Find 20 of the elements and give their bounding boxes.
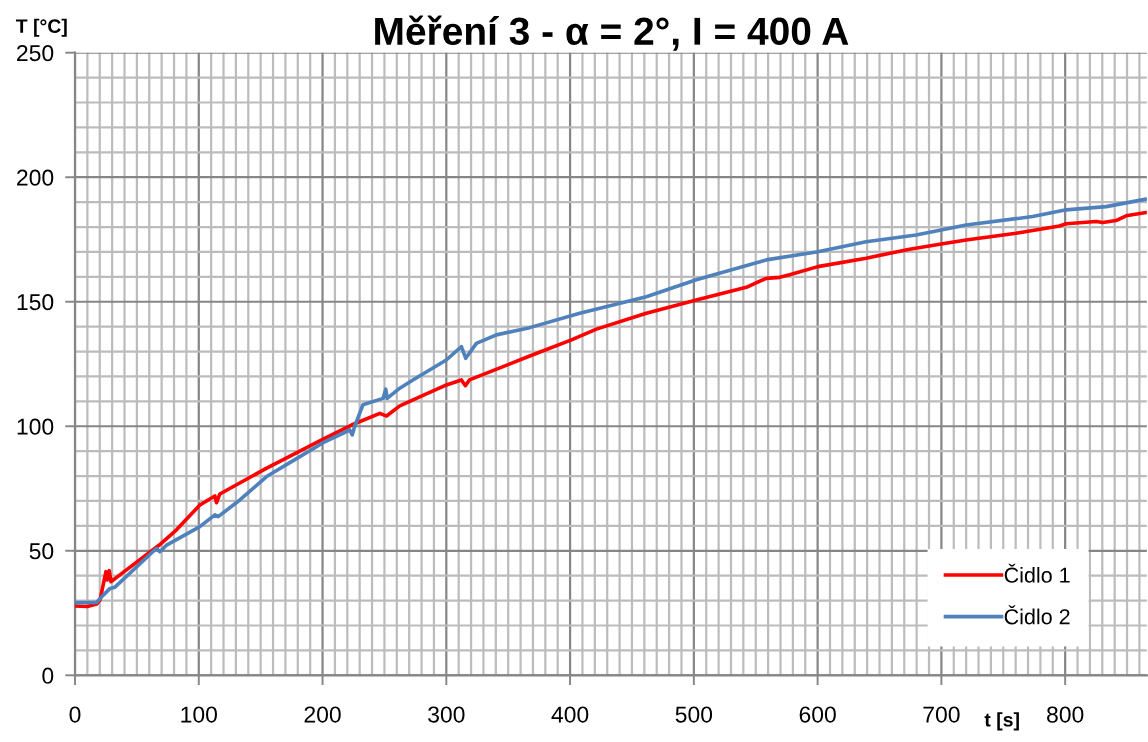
x-axis-title: t [s] — [984, 712, 1019, 731]
y-tick-label: 100 — [17, 418, 54, 435]
x-tick-label: 400 — [551, 706, 589, 723]
y-tick-label: 50 — [29, 543, 54, 560]
y-tick-label: 0 — [42, 667, 54, 684]
x-tick-label: 800 — [1047, 706, 1084, 723]
y-tick-label: 150 — [17, 294, 54, 311]
legend-label: Čidlo 2 — [1004, 605, 1070, 625]
x-tick-label: 100 — [181, 706, 217, 723]
chart-title: Měření 3 - α = 2°, I = 400 A — [375, 15, 849, 51]
x-tick-label: 500 — [675, 706, 713, 723]
x-tick-label: 0 — [69, 706, 81, 723]
y-tick-label: 250 — [17, 45, 54, 62]
legend-label: Čidlo 1 — [1004, 563, 1070, 583]
y-axis-title: T [°C] — [15, 18, 67, 37]
x-tick-label: 200 — [304, 706, 341, 723]
x-tick-label: 700 — [923, 706, 960, 723]
x-tick-label: 600 — [799, 706, 836, 723]
x-tick-label: 300 — [428, 706, 465, 723]
y-tick-label: 200 — [17, 169, 54, 186]
